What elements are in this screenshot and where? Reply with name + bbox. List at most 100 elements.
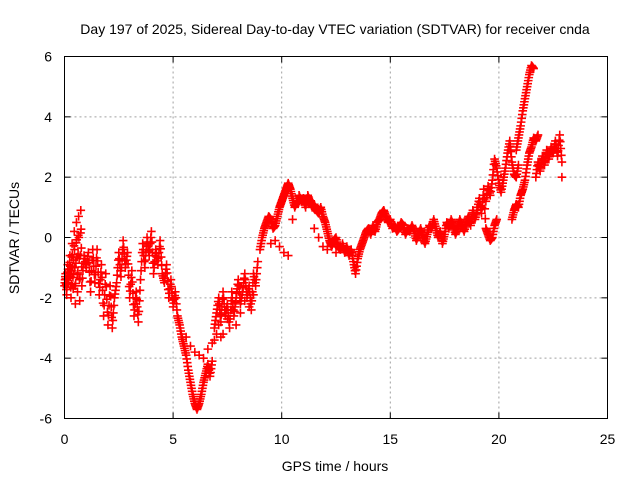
data-point	[76, 224, 86, 234]
data-point	[480, 204, 490, 214]
y-tick-label: -2	[40, 290, 53, 306]
data-point	[227, 305, 237, 315]
data-point	[557, 157, 567, 167]
data-point	[141, 255, 150, 265]
data-point	[78, 273, 87, 283]
data-point	[331, 248, 341, 257]
data-point	[128, 277, 137, 287]
x-axis-label: GPS time / hours	[282, 458, 389, 474]
data-point	[109, 301, 119, 310]
data-point	[112, 278, 121, 288]
data-point	[555, 137, 565, 147]
data-point	[135, 296, 144, 306]
data-point	[181, 332, 191, 342]
data-point	[147, 237, 157, 247]
data-point	[556, 144, 566, 153]
data-point	[236, 308, 245, 318]
data-point	[162, 260, 171, 269]
data-point	[279, 248, 289, 257]
data-point	[156, 244, 165, 254]
data-point	[253, 257, 263, 266]
data-point	[309, 224, 319, 233]
x-tick-label: 20	[491, 431, 507, 447]
data-point	[190, 347, 200, 357]
data-point	[112, 270, 122, 280]
data-point	[156, 252, 166, 262]
y-tick-label: -6	[40, 411, 53, 427]
data-point	[75, 296, 85, 306]
data-point	[218, 295, 227, 304]
data-point	[71, 279, 80, 288]
data-point	[147, 227, 156, 236]
data-point	[217, 310, 226, 319]
data-point	[84, 248, 93, 257]
data-point	[86, 276, 96, 286]
data-point	[77, 243, 86, 253]
data-point	[270, 236, 280, 245]
data-point	[186, 341, 195, 351]
data-point	[166, 275, 176, 285]
plot-frame	[64, 56, 608, 419]
data-point	[134, 317, 143, 327]
data-point	[123, 259, 133, 269]
data-point	[136, 275, 145, 285]
data-point	[533, 130, 543, 140]
data-point	[327, 239, 336, 248]
data-point	[240, 296, 250, 306]
data-point	[101, 269, 111, 278]
data-point	[557, 172, 567, 182]
data-point	[118, 236, 128, 245]
data-point	[103, 320, 113, 330]
y-tick-label: 6	[44, 49, 52, 65]
data-point	[123, 248, 132, 257]
x-tick-label: 0	[61, 431, 69, 447]
data-point	[74, 233, 84, 242]
y-tick-label: 4	[44, 109, 52, 125]
data-point	[91, 261, 101, 271]
data-point	[109, 308, 118, 318]
data-point	[231, 320, 241, 330]
data-point	[71, 258, 81, 268]
data-point	[92, 245, 102, 254]
data-point	[162, 268, 172, 278]
data-point	[96, 267, 106, 277]
data-point	[244, 302, 254, 312]
data-points	[60, 61, 567, 414]
data-point	[266, 239, 276, 248]
data-point	[97, 260, 106, 269]
data-point	[131, 287, 141, 297]
data-point	[492, 215, 502, 224]
x-tick-label: 10	[274, 431, 290, 447]
data-point	[481, 214, 490, 223]
data-point	[514, 160, 523, 170]
data-point	[288, 215, 297, 224]
data-point	[74, 212, 83, 221]
data-point	[93, 256, 102, 266]
y-tick-label: -4	[40, 350, 53, 366]
data-point	[247, 296, 257, 306]
x-tick-label: 25	[600, 431, 616, 447]
data-point	[557, 150, 566, 160]
data-point	[72, 218, 81, 227]
data-point	[97, 273, 107, 282]
data-point	[225, 323, 234, 333]
data-point	[76, 206, 86, 215]
data-point	[126, 273, 136, 282]
x-axis-ticks: 0 5 10 15 20 25	[61, 56, 616, 447]
y-tick-label: 2	[44, 169, 52, 185]
data-point	[218, 329, 228, 339]
data-series	[60, 61, 567, 414]
data-point	[70, 245, 79, 254]
data-point	[323, 245, 332, 254]
data-point	[119, 243, 128, 252]
x-tick-label: 5	[169, 431, 177, 447]
data-point	[223, 314, 232, 324]
data-point	[127, 266, 137, 275]
data-point	[155, 236, 165, 245]
data-point	[318, 242, 328, 251]
data-point	[283, 251, 293, 260]
data-point	[203, 344, 213, 354]
data-point	[555, 130, 565, 140]
data-point	[106, 292, 115, 301]
